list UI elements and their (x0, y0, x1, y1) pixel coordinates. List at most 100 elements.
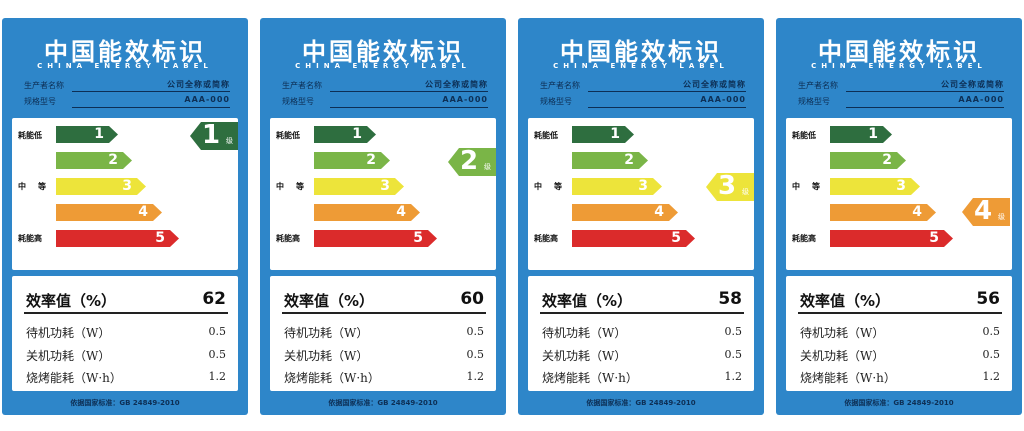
grade-bar-4: 4 (572, 204, 678, 221)
grade-indicator-badge: 1 级 (190, 122, 238, 150)
grade-indicator-unit: 级 (998, 213, 1005, 221)
grade-bar-4: 4 (314, 204, 420, 221)
efficiency-value: 58 (718, 289, 742, 309)
manufacturer-value: 公司全称或简称 (425, 80, 488, 89)
grade-bar-1: 1 (314, 126, 376, 143)
grade-bar-3: 3 (314, 178, 404, 195)
grade-bar-2: 2 (314, 152, 390, 169)
stat-label: 待机功耗（W） (800, 326, 885, 340)
side-label-high: 耗能高 (18, 234, 42, 243)
stat-value: 0.5 (724, 348, 743, 361)
model-value: AAA-000 (442, 95, 488, 104)
stat-label: 关机功耗（W） (542, 349, 627, 363)
stat-row: 关机功耗（W） 0.5 (26, 347, 226, 365)
grade-bar-1: 1 (56, 126, 118, 143)
side-label-high: 耗能高 (534, 234, 558, 243)
grade-bar-3: 3 (56, 178, 146, 195)
stat-value: 1.2 (466, 370, 485, 383)
standard-reference: 依据国家标准：GB 24849-2010 (70, 399, 180, 407)
label-subtitle: CHINA ENERGY LABEL (811, 62, 987, 70)
grade-bar-2: 2 (572, 152, 648, 169)
side-label-low: 耗能低 (18, 131, 42, 140)
stat-row: 待机功耗（W） 0.5 (284, 324, 484, 342)
grade-bar-3: 3 (830, 178, 920, 195)
grade-bar-5: 5 (830, 230, 953, 247)
grade-panel: 耗能低 中等 耗能高 1 2 3 4 5 1 级 (12, 118, 238, 270)
grade-indicator-unit: 级 (484, 163, 491, 171)
stat-label: 关机功耗（W） (284, 349, 369, 363)
underline (330, 107, 488, 108)
manufacturer-label: 生产者名称 (798, 81, 838, 90)
label-subtitle: CHINA ENERGY LABEL (553, 62, 729, 70)
stat-row: 待机功耗（W） 0.5 (800, 324, 1000, 342)
divider (540, 312, 744, 314)
grade-indicator-number: 3 (718, 171, 737, 201)
underline (846, 107, 1004, 108)
side-label-high: 耗能高 (792, 234, 816, 243)
stat-value: 0.5 (466, 325, 485, 338)
stat-label: 烧烤能耗（W·h） (542, 371, 638, 385)
side-label-low: 耗能低 (534, 131, 558, 140)
side-label-mid: 中等 (276, 182, 316, 191)
grade-bar-4: 4 (56, 204, 162, 221)
stats-panel: 效率值（%） 62 待机功耗（W） 0.5 关机功耗（W） 0.5 烧烤能耗（W… (12, 276, 238, 391)
side-label-mid: 中等 (534, 182, 574, 191)
stat-label: 待机功耗（W） (26, 326, 111, 340)
model-label: 规格型号 (798, 97, 830, 106)
stat-row: 烧烤能耗（W·h） 1.2 (284, 369, 484, 387)
efficiency-label: 效率值（%） (542, 292, 633, 310)
model-row: 规格型号 AAA-000 (24, 94, 230, 108)
label-title: 中国能效标识 (560, 38, 722, 66)
stat-row: 烧烤能耗（W·h） 1.2 (542, 369, 742, 387)
stat-row: 烧烤能耗（W·h） 1.2 (800, 369, 1000, 387)
manufacturer-label: 生产者名称 (282, 81, 322, 90)
grade-bar-2: 2 (56, 152, 132, 169)
model-value: AAA-000 (700, 95, 746, 104)
efficiency-label: 效率值（%） (284, 292, 375, 310)
underline (72, 107, 230, 108)
efficiency-value: 62 (202, 289, 226, 309)
underline (330, 91, 488, 92)
stat-label: 待机功耗（W） (284, 326, 369, 340)
standard-reference: 依据国家标准：GB 24849-2010 (586, 399, 696, 407)
stat-value: 0.5 (982, 325, 1001, 338)
divider (24, 312, 228, 314)
label-title: 中国能效标识 (818, 38, 980, 66)
underline (588, 91, 746, 92)
stat-label: 待机功耗（W） (542, 326, 627, 340)
grade-bar-1: 1 (830, 126, 892, 143)
energy-label-grade-3: 中国能效标识 CHINA ENERGY LABEL 生产者名称 公司全称或简称 … (518, 18, 764, 415)
stat-label: 烧烤能耗（W·h） (26, 371, 122, 385)
stat-label: 烧烤能耗（W·h） (284, 371, 380, 385)
grade-indicator-unit: 级 (226, 137, 233, 145)
stat-value: 0.5 (982, 348, 1001, 361)
stat-row: 烧烤能耗（W·h） 1.2 (26, 369, 226, 387)
grade-indicator-number: 2 (460, 146, 479, 176)
side-label-mid: 中等 (18, 182, 58, 191)
stat-value: 1.2 (724, 370, 743, 383)
energy-label-grade-4: 中国能效标识 CHINA ENERGY LABEL 生产者名称 公司全称或简称 … (776, 18, 1022, 415)
grade-bar-3: 3 (572, 178, 662, 195)
stat-row: 关机功耗（W） 0.5 (542, 347, 742, 365)
manufacturer-row: 生产者名称 公司全称或简称 (798, 78, 1004, 92)
grade-indicator-badge: 4 级 (962, 198, 1010, 226)
stat-value: 1.2 (208, 370, 227, 383)
manufacturer-row: 生产者名称 公司全称或简称 (24, 78, 230, 92)
grade-indicator-badge: 2 级 (448, 148, 496, 176)
grade-indicator-unit: 级 (742, 188, 749, 196)
manufacturer-value: 公司全称或简称 (941, 80, 1004, 89)
label-subtitle: CHINA ENERGY LABEL (295, 62, 471, 70)
grade-bar-5: 5 (572, 230, 695, 247)
standard-reference: 依据国家标准：GB 24849-2010 (844, 399, 954, 407)
underline (72, 91, 230, 92)
manufacturer-row: 生产者名称 公司全称或简称 (282, 78, 488, 92)
model-row: 规格型号 AAA-000 (798, 94, 1004, 108)
stat-label: 关机功耗（W） (800, 349, 885, 363)
grade-bar-2: 2 (830, 152, 906, 169)
efficiency-label: 效率值（%） (800, 292, 891, 310)
grade-panel: 耗能低 中等 耗能高 1 2 3 4 5 3 级 (528, 118, 754, 270)
grade-indicator-number: 4 (974, 196, 993, 226)
side-label-mid: 中等 (792, 182, 832, 191)
stats-panel: 效率值（%） 60 待机功耗（W） 0.5 关机功耗（W） 0.5 烧烤能耗（W… (270, 276, 496, 391)
stats-panel: 效率值（%） 58 待机功耗（W） 0.5 关机功耗（W） 0.5 烧烤能耗（W… (528, 276, 754, 391)
